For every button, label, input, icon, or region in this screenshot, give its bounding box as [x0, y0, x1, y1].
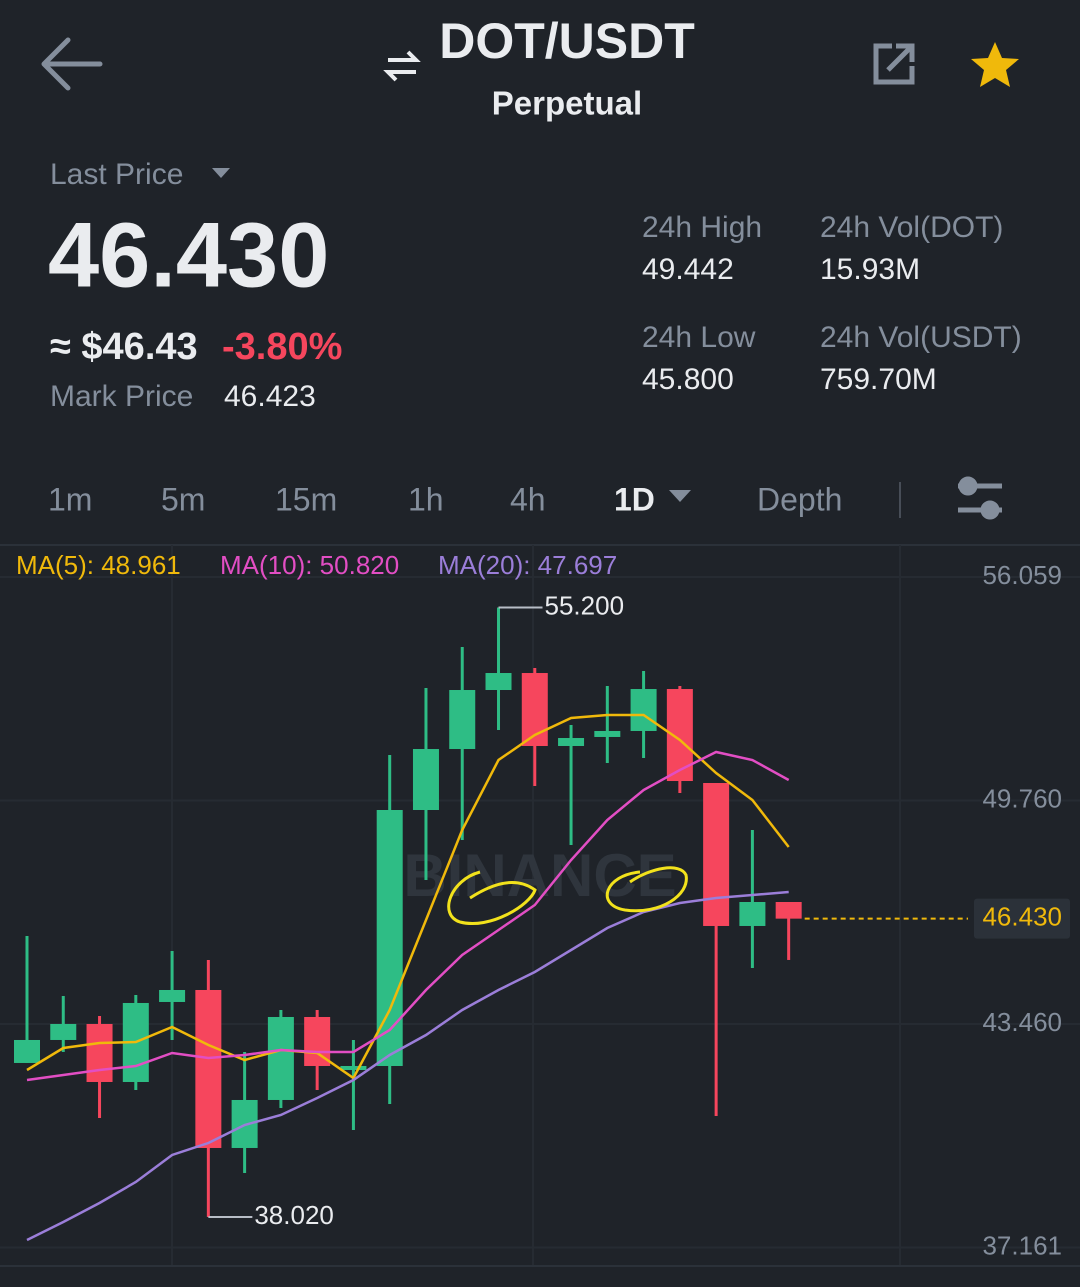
y-tick-label: 37.161 [982, 1230, 1062, 1260]
interval-tab[interactable]: 1m [48, 481, 92, 517]
back-button[interactable] [41, 37, 103, 91]
candle-body [86, 1023, 113, 1082]
ma-line [26, 713, 790, 1080]
candle-body [195, 989, 222, 1148]
dropdown-arrow [212, 168, 230, 178]
candle-body [412, 749, 439, 811]
annotation-label: 38.020 [254, 1200, 334, 1230]
candle-body [485, 673, 512, 691]
usd-price: ≈ $46.43 [50, 326, 198, 368]
subtitle: Perpetual [492, 85, 642, 122]
candle-body [376, 810, 403, 1066]
stat-value: 45.800 [642, 363, 734, 396]
stat-label: 24h Vol(DOT) [820, 211, 1003, 244]
candle-body [14, 1039, 40, 1063]
favorite-star[interactable] [971, 42, 1019, 87]
stat-label: 24h Vol(USDT) [820, 321, 1022, 354]
candle-body [594, 730, 621, 737]
candle-body [267, 1016, 294, 1100]
candle-body [159, 989, 186, 1002]
plot: 56.059 49.760 43.460 37.161 MA(5): 48.961 MA(… [0, 550, 1080, 1260]
interval-tab[interactable]: 5m [161, 481, 205, 517]
mark-price-label: Mark Price [50, 380, 193, 413]
price-change: -3.80% [222, 326, 342, 368]
mark-price: 46.423 [224, 380, 316, 413]
swap-icon[interactable] [383, 50, 421, 82]
last-price: 46.430 [48, 204, 329, 306]
interval-tab[interactable]: 4h [510, 481, 546, 517]
interval-tab[interactable]: 1h [408, 481, 444, 517]
stat-value: 759.70M [820, 363, 937, 396]
stat-label: 24h Low [642, 321, 756, 354]
pair-title: DOT/USDT [439, 13, 695, 69]
stat-value: 49.442 [642, 253, 734, 286]
ma-line [26, 750, 790, 1082]
last-price-tag [974, 898, 1070, 939]
interval-tab[interactable]: 15m [275, 481, 337, 517]
legend-entry: MA(20): 47.697 [438, 550, 617, 580]
candle-body [340, 1065, 367, 1071]
candle-body [775, 902, 802, 919]
stat-label: 24h High [642, 211, 762, 244]
y-tick-label: 43.460 [982, 1007, 1062, 1037]
candle-body [50, 1023, 77, 1040]
candle-body [449, 690, 476, 750]
last-price-tag-label: 46.430 [982, 902, 1062, 932]
annotation-label: 55.200 [545, 590, 625, 620]
candle-body [739, 902, 766, 926]
candle-body [703, 783, 730, 926]
share-icon[interactable] [873, 43, 915, 85]
depth-tab[interactable]: Depth [757, 481, 842, 517]
dropdown-arrow [669, 490, 691, 502]
y-tick-label: 49.760 [982, 783, 1062, 813]
y-tick-label: 56.059 [982, 560, 1062, 590]
legend-entry: MA(5): 48.961 [16, 550, 181, 580]
candle-body [558, 738, 585, 746]
candle-body [630, 689, 657, 731]
settings-icon[interactable] [958, 476, 1002, 520]
last-price-label[interactable]: Last Price [50, 158, 183, 191]
handwritten-marks [447, 866, 688, 925]
interval-tab-active[interactable]: 1D [614, 481, 655, 517]
stat-value: 15.93M [820, 253, 920, 286]
legend-entry: MA(10): 50.820 [220, 550, 399, 580]
